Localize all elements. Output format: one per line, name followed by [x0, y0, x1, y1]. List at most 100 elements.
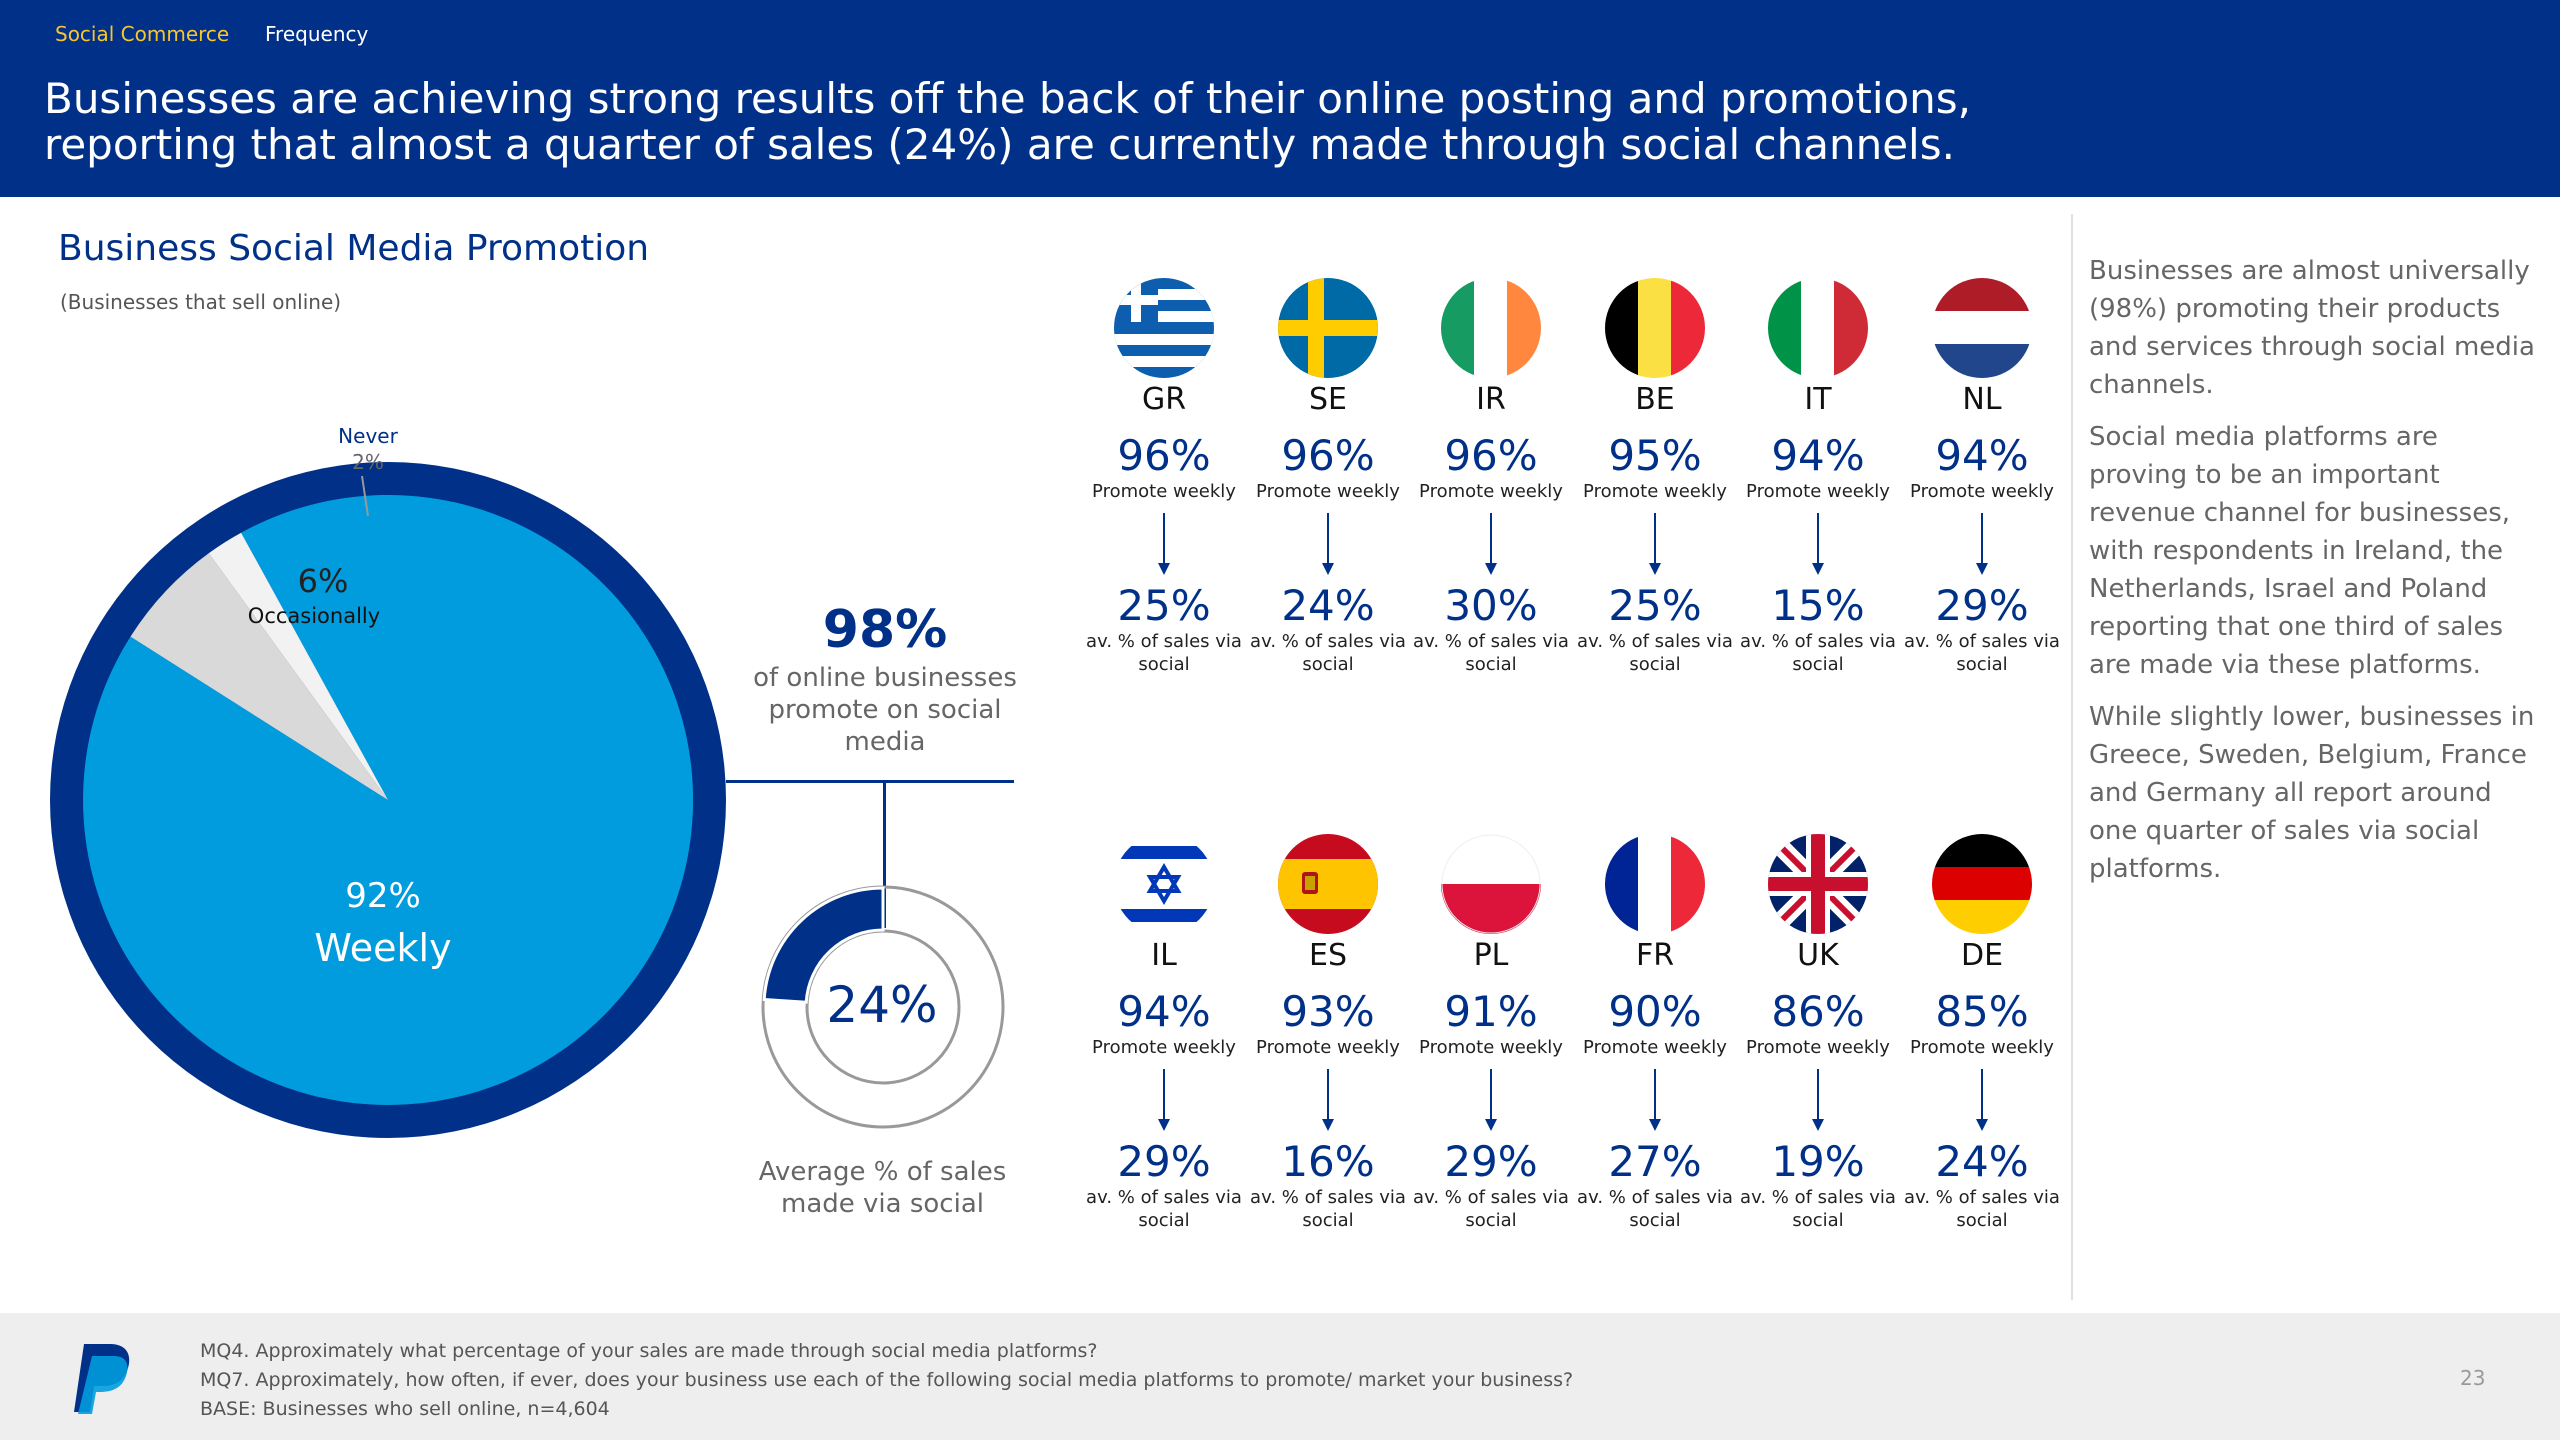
country-il: IL 94% Promote weekly 29% av. % of sales…	[1084, 834, 1244, 1232]
donut-segment-social	[762, 886, 885, 1004]
arrow-down-icon	[1812, 1069, 1824, 1131]
promote-weekly-label: Promote weekly	[1256, 1037, 1400, 1058]
promote-weekly-label: Promote weekly	[1746, 1037, 1890, 1058]
promote-weekly-label: Promote weekly	[1092, 1037, 1236, 1058]
promote-weekly-value: 96%	[1281, 431, 1375, 480]
paypal-logo-icon	[74, 1344, 130, 1414]
sales-social-value: 16%	[1281, 1137, 1375, 1186]
sales-social-value: 27%	[1608, 1137, 1702, 1186]
insight-paragraph: Businesses are almost universally (98%) …	[2089, 256, 2535, 400]
country-pl: PL 91% Promote weekly 29% av. % of sales…	[1411, 834, 1571, 1232]
pie-slice-occasionally	[130, 553, 388, 800]
ireland-flag-icon	[1441, 278, 1541, 378]
sales-social-value: 30%	[1444, 581, 1538, 630]
breadcrumb-section[interactable]: Social Commerce	[55, 22, 230, 46]
sales-social-label: av. % of sales via social	[1577, 631, 1733, 675]
sales-social-label: av. % of sales via social	[1086, 1187, 1242, 1231]
country-nl: NL 94% Promote weekly 29% av. % of sales…	[1902, 278, 2062, 676]
country-code: PL	[1473, 938, 1509, 973]
section-subtitle: (Businesses that sell online)	[60, 290, 342, 314]
sales-social-value: 24%	[1935, 1137, 2029, 1186]
country-code: ES	[1309, 938, 1347, 973]
sales-social-value: 29%	[1444, 1137, 1538, 1186]
country-ir: IR 96% Promote weekly 30% av. % of sales…	[1411, 278, 1571, 676]
page-number: 23	[2460, 1366, 2486, 1390]
promote-weekly-label: Promote weekly	[1419, 1037, 1563, 1058]
sales-donut-chart	[761, 885, 1005, 1129]
highlight-caption: of online businesses promote on social m…	[753, 663, 1017, 757]
sales-social-value: 25%	[1117, 581, 1211, 630]
footer-question-mq7: MQ7. Approximately, how often, if ever, …	[200, 1369, 1574, 1391]
breadcrumb-current[interactable]: Frequency	[265, 22, 369, 46]
germany-flag-icon	[1932, 834, 2032, 934]
promote-weekly-label: Promote weekly	[1256, 481, 1400, 502]
promote-weekly-value: 85%	[1935, 987, 2029, 1036]
sales-social-label: av. % of sales via social	[1904, 631, 2060, 675]
pie-value-occasionally: 6%	[297, 562, 349, 600]
arrow-down-icon	[1485, 513, 1497, 575]
donut-caption: Average % of sales made via social	[758, 1157, 1007, 1219]
pie-label-weekly: Weekly	[314, 926, 452, 970]
connector-horizontal	[726, 780, 1014, 783]
pie-slice-never	[208, 532, 388, 800]
sales-social-value: 25%	[1608, 581, 1702, 630]
country-se: SE 96% Promote weekly 24% av. % of sales…	[1248, 278, 1408, 676]
country-code: BE	[1635, 382, 1675, 417]
pie-value-weekly: 92%	[345, 876, 421, 916]
frequency-pie-chart	[50, 462, 726, 1138]
section-title: Business Social Media Promotion	[58, 228, 650, 269]
footer-question-mq4: MQ4. Approximately what percentage of yo…	[200, 1340, 1098, 1362]
country-code: NL	[1962, 382, 2002, 417]
arrow-down-icon	[1485, 1069, 1497, 1131]
promote-weekly-value: 95%	[1608, 431, 1702, 480]
insight-panel: Businesses are almost universally (98%) …	[2089, 252, 2539, 902]
country-code: SE	[1309, 382, 1347, 417]
arrow-down-icon	[1649, 1069, 1661, 1131]
country-be: BE 95% Promote weekly 25% av. % of sales…	[1575, 278, 1735, 676]
insight-paragraph: While slightly lower, businesses in Gree…	[2089, 702, 2535, 884]
never-leader-line	[361, 475, 369, 517]
country-code: UK	[1797, 938, 1839, 973]
header-bar: Social Commerce Frequency Businesses are…	[0, 0, 2560, 197]
country-code: DE	[1960, 938, 2004, 973]
arrow-down-icon	[1649, 513, 1661, 575]
sales-social-label: av. % of sales via social	[1740, 1187, 1896, 1231]
promote-weekly-value: 90%	[1608, 987, 1702, 1036]
sales-social-label: av. % of sales via social	[1413, 1187, 1569, 1231]
sales-social-value: 15%	[1771, 581, 1865, 630]
israel-flag-icon	[1114, 834, 1214, 934]
promote-weekly-label: Promote weekly	[1583, 1037, 1727, 1058]
promote-weekly-value: 94%	[1935, 431, 2029, 480]
country-uk: UK 86% Promote weekly 19% av. % of sales…	[1738, 834, 1898, 1232]
arrow-down-icon	[1976, 1069, 1988, 1131]
country-gr: GR 96% Promote weekly 25% av. % of sales…	[1084, 278, 1244, 676]
sales-social-value: 19%	[1771, 1137, 1865, 1186]
sales-social-label: av. % of sales via social	[1413, 631, 1569, 675]
netherlands-flag-icon	[1932, 278, 2032, 378]
arrow-down-icon	[1812, 513, 1824, 575]
footer-notes: MQ4. Approximately what percentage of yo…	[200, 1337, 1573, 1424]
france-flag-icon	[1605, 834, 1705, 934]
promote-weekly-label: Promote weekly	[1910, 1037, 2054, 1058]
spain-flag-icon	[1278, 834, 1378, 934]
sales-social-value: 24%	[1281, 581, 1375, 630]
page-headline: Businesses are achieving strong results …	[44, 74, 1972, 169]
belgium-flag-icon	[1605, 278, 1705, 378]
promote-weekly-label: Promote weekly	[1092, 481, 1236, 502]
arrow-down-icon	[1322, 1069, 1334, 1131]
arrow-down-icon	[1158, 513, 1170, 575]
footer-bar	[0, 1313, 2560, 1440]
sales-social-value: 29%	[1117, 1137, 1211, 1186]
promote-weekly-value: 96%	[1444, 431, 1538, 480]
arrow-down-icon	[1158, 1069, 1170, 1131]
sweden-flag-icon	[1278, 278, 1378, 378]
poland-flag-icon	[1441, 834, 1541, 934]
sales-social-label: av. % of sales via social	[1740, 631, 1896, 675]
sales-social-label: av. % of sales via social	[1250, 631, 1406, 675]
uk-flag-icon	[1768, 834, 1868, 934]
country-code: FR	[1635, 938, 1675, 973]
arrow-down-icon	[1322, 513, 1334, 575]
promote-weekly-label: Promote weekly	[1419, 481, 1563, 502]
promote-weekly-value: 91%	[1444, 987, 1538, 1036]
pie-slice-weekly	[83, 494, 694, 1105]
